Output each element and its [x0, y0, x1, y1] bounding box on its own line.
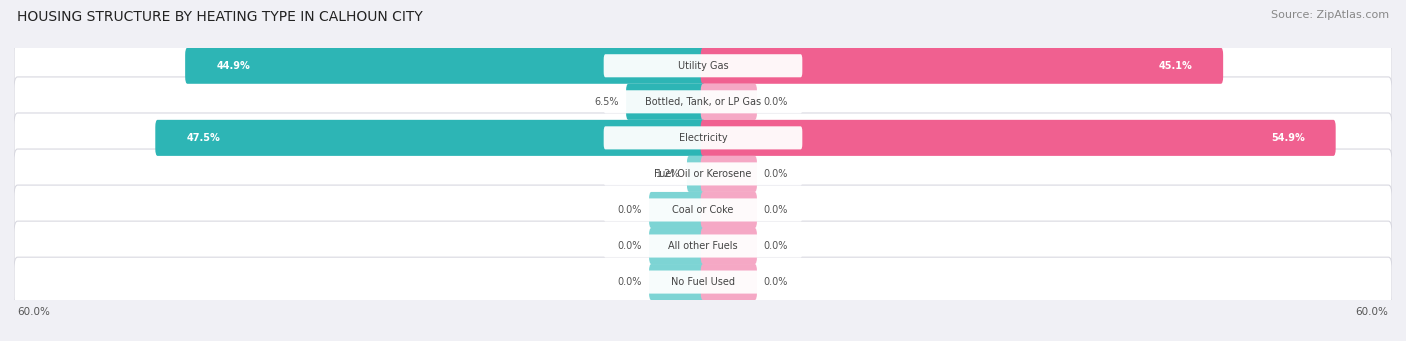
Text: Utility Gas: Utility Gas — [678, 61, 728, 71]
FancyBboxPatch shape — [603, 54, 803, 77]
Text: 0.0%: 0.0% — [763, 277, 789, 287]
Text: 0.0%: 0.0% — [617, 277, 643, 287]
FancyBboxPatch shape — [700, 120, 1336, 156]
FancyBboxPatch shape — [626, 84, 706, 120]
Text: 0.0%: 0.0% — [763, 241, 789, 251]
Text: 0.0%: 0.0% — [763, 205, 789, 215]
Text: No Fuel Used: No Fuel Used — [671, 277, 735, 287]
FancyBboxPatch shape — [14, 41, 1392, 91]
Text: Coal or Coke: Coal or Coke — [672, 205, 734, 215]
FancyBboxPatch shape — [700, 228, 756, 264]
Text: 1.2%: 1.2% — [655, 169, 681, 179]
FancyBboxPatch shape — [603, 235, 803, 257]
FancyBboxPatch shape — [14, 257, 1392, 307]
FancyBboxPatch shape — [14, 185, 1392, 235]
FancyBboxPatch shape — [700, 264, 756, 300]
Text: Source: ZipAtlas.com: Source: ZipAtlas.com — [1271, 10, 1389, 20]
FancyBboxPatch shape — [700, 192, 756, 228]
FancyBboxPatch shape — [603, 126, 803, 149]
Text: 0.0%: 0.0% — [763, 169, 789, 179]
FancyBboxPatch shape — [14, 149, 1392, 199]
FancyBboxPatch shape — [650, 264, 706, 300]
FancyBboxPatch shape — [155, 120, 706, 156]
Text: 54.9%: 54.9% — [1271, 133, 1305, 143]
Text: All other Fuels: All other Fuels — [668, 241, 738, 251]
FancyBboxPatch shape — [700, 84, 756, 120]
Text: 45.1%: 45.1% — [1159, 61, 1192, 71]
Text: 60.0%: 60.0% — [1355, 307, 1389, 317]
Text: 60.0%: 60.0% — [17, 307, 51, 317]
FancyBboxPatch shape — [14, 221, 1392, 271]
FancyBboxPatch shape — [650, 228, 706, 264]
Text: 44.9%: 44.9% — [217, 61, 250, 71]
Text: HOUSING STRUCTURE BY HEATING TYPE IN CALHOUN CITY: HOUSING STRUCTURE BY HEATING TYPE IN CAL… — [17, 10, 423, 24]
FancyBboxPatch shape — [700, 156, 756, 192]
FancyBboxPatch shape — [603, 90, 803, 113]
Text: 47.5%: 47.5% — [186, 133, 221, 143]
Text: 0.0%: 0.0% — [617, 205, 643, 215]
Text: Electricity: Electricity — [679, 133, 727, 143]
Text: 0.0%: 0.0% — [617, 241, 643, 251]
Text: Fuel Oil or Kerosene: Fuel Oil or Kerosene — [654, 169, 752, 179]
FancyBboxPatch shape — [14, 113, 1392, 163]
Text: Bottled, Tank, or LP Gas: Bottled, Tank, or LP Gas — [645, 97, 761, 107]
FancyBboxPatch shape — [603, 270, 803, 294]
FancyBboxPatch shape — [650, 192, 706, 228]
Text: 6.5%: 6.5% — [595, 97, 619, 107]
FancyBboxPatch shape — [688, 156, 706, 192]
FancyBboxPatch shape — [603, 162, 803, 186]
FancyBboxPatch shape — [14, 77, 1392, 127]
FancyBboxPatch shape — [186, 48, 706, 84]
Text: 0.0%: 0.0% — [763, 97, 789, 107]
FancyBboxPatch shape — [700, 48, 1223, 84]
FancyBboxPatch shape — [603, 198, 803, 222]
